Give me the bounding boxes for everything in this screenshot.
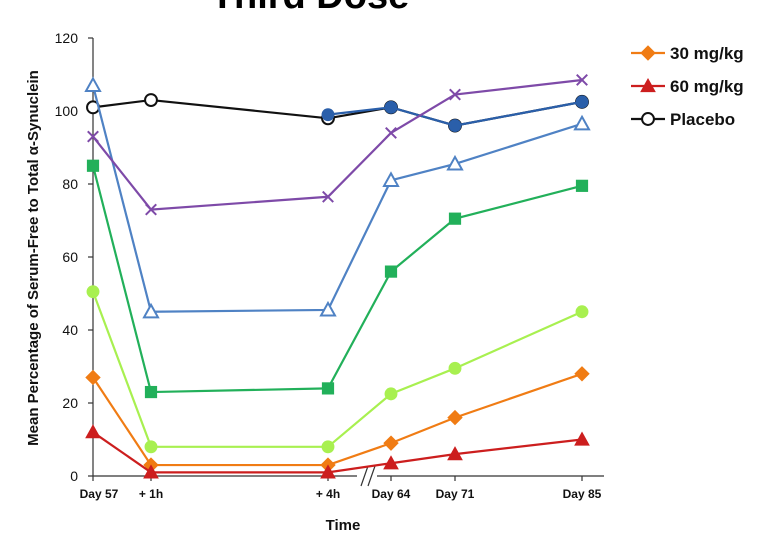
series-7 [86, 285, 589, 454]
data-point [383, 435, 399, 451]
data-point [448, 119, 462, 133]
x-tick-label: + 4h [316, 487, 340, 501]
series-3 [321, 95, 589, 133]
data-point [575, 305, 589, 319]
series-line [91, 85, 583, 313]
series-line [91, 165, 583, 394]
data-point [320, 464, 336, 479]
data-point [384, 100, 398, 114]
data-point [144, 440, 158, 454]
y-ticks: 0 20 40 60 80 100 120 [55, 30, 93, 484]
legend-label: Placebo [670, 110, 735, 129]
x-tick-label: Day 57 [80, 487, 119, 501]
data-point [448, 212, 462, 225]
data-point [142, 302, 160, 319]
data-point [446, 154, 464, 171]
data-point [574, 366, 590, 382]
data-point [447, 446, 463, 461]
legend-label: 30 mg/kg [670, 44, 744, 63]
series-layer [84, 74, 591, 479]
data-point [321, 108, 335, 122]
data-point [322, 190, 334, 203]
data-point [321, 382, 335, 395]
data-point [384, 265, 398, 278]
series-4 [84, 76, 591, 319]
data-point [145, 203, 157, 216]
y-tick-label: 80 [62, 176, 78, 192]
y-tick-label: 100 [55, 103, 79, 119]
data-point [383, 455, 399, 470]
data-point [87, 130, 99, 143]
data-point [384, 387, 398, 401]
data-point [86, 285, 100, 299]
axis-break [357, 465, 377, 487]
y-tick-label: 40 [62, 322, 78, 338]
y-tick-label: 20 [62, 395, 78, 411]
data-point [84, 76, 102, 93]
data-point [85, 369, 101, 386]
x-axis-label: Time [326, 517, 361, 534]
data-point [574, 431, 590, 446]
series-1 [85, 424, 590, 479]
data-point [382, 171, 400, 187]
legend-marker [640, 45, 656, 61]
series-line [92, 372, 583, 467]
legend-entry: Placebo [631, 110, 735, 129]
data-point [573, 114, 591, 131]
data-point [385, 126, 397, 139]
data-point [321, 440, 335, 454]
x-tick-label: Day 85 [563, 487, 602, 501]
data-point [449, 88, 461, 101]
chart-title: Third Dose [211, 0, 409, 17]
axes [92, 38, 604, 477]
data-point [144, 93, 158, 108]
series-line [91, 291, 583, 448]
data-point [575, 95, 589, 109]
x-ticks: Day 57 + 1h + 4h Day 64 Day 71 Day 85 [80, 476, 602, 501]
series-line [327, 100, 583, 127]
data-point [448, 361, 462, 375]
legend-marker [641, 112, 655, 126]
series-6 [86, 159, 589, 399]
x-tick-label: + 1h [139, 487, 163, 501]
data-point [576, 74, 588, 86]
legend-entry: 60 mg/kg [631, 77, 744, 96]
data-point [85, 424, 101, 439]
y-tick-label: 60 [62, 249, 78, 265]
series-5 [87, 74, 588, 216]
legend-entry: 30 mg/kg [631, 44, 744, 63]
y-tick-label: 0 [70, 468, 78, 484]
data-point [319, 300, 337, 317]
series-line [92, 431, 583, 474]
legend: 30 mg/kg 60 mg/kg Placebo [631, 44, 744, 129]
y-tick-label: 120 [55, 30, 79, 46]
series-line [92, 78, 583, 211]
legend-label: 60 mg/kg [670, 77, 744, 96]
x-tick-label: Day 71 [436, 487, 475, 501]
x-tick-label: Day 64 [372, 487, 411, 501]
data-point [144, 385, 158, 399]
data-point [143, 464, 159, 479]
series-0 [85, 366, 590, 473]
data-point [447, 409, 463, 426]
legend-marker [640, 77, 656, 93]
y-axis-label: Mean Percentage of Serum-Free to Total α… [25, 70, 42, 446]
data-point [86, 159, 100, 172]
data-point [575, 179, 589, 192]
